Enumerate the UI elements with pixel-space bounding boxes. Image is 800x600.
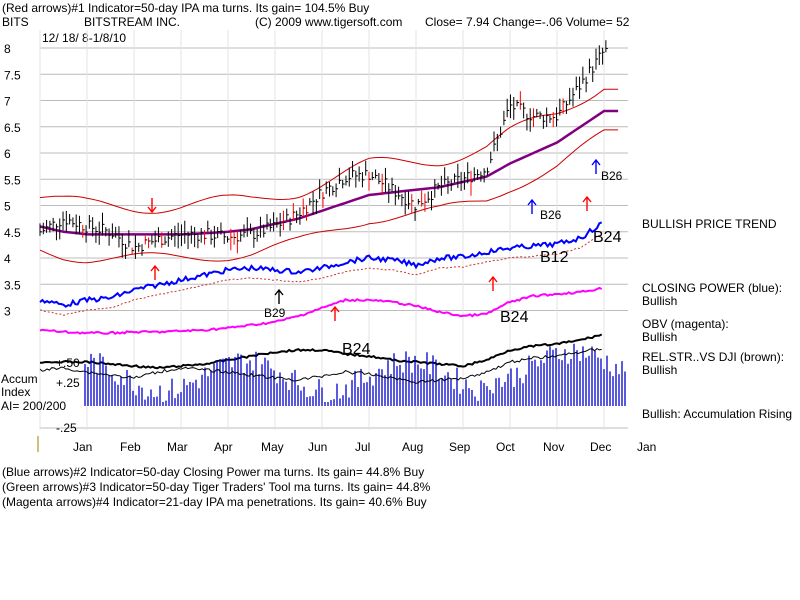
obv-line	[39, 286, 603, 336]
closing-power-status: Bullish	[642, 294, 677, 308]
price-tick-label: 8	[4, 42, 11, 56]
price-tick-label: 7	[4, 95, 11, 109]
sell-arrow-red	[147, 198, 157, 214]
price-tick-label: 4	[4, 252, 11, 266]
buy-arrow-blue	[527, 198, 537, 214]
signal-label-b12: B12	[540, 249, 569, 266]
arrow-shape	[582, 195, 592, 211]
month-label: Sep	[449, 440, 471, 454]
ai-score: AI= 200/200	[1, 399, 66, 413]
signal-label-b24: B24	[342, 341, 371, 358]
month-label: Jan	[73, 440, 92, 454]
arrow-shape	[150, 264, 160, 280]
price-tick-label: 5	[4, 200, 11, 214]
footer-line-2: (Green arrows)#3 Indicator=50-day Tiger …	[2, 480, 431, 494]
month-label: Aug	[402, 440, 423, 454]
date-range: 12/ 18/ 8-1/8/10	[42, 31, 126, 45]
lower-band	[39, 129, 619, 264]
buy-arrow-red	[150, 264, 160, 280]
arrow-shape	[330, 305, 340, 321]
month-label: Jan	[637, 440, 656, 454]
accum-tick-label: +.25	[56, 376, 80, 390]
accum-tick-label: -.25	[56, 421, 77, 435]
price-tick-label: 5.5	[4, 173, 21, 187]
price-tick-label: 6.5	[4, 121, 21, 135]
month-label: Jun	[308, 440, 327, 454]
relstr-label: REL.STR..VS DJI (brown):	[642, 350, 784, 364]
month-label: Jul	[355, 440, 370, 454]
arrow-shape	[274, 288, 284, 304]
arrow-shape	[147, 198, 157, 214]
month-label: Oct	[496, 440, 515, 454]
price-tick-label: 7.5	[4, 68, 21, 82]
closing-power-ma	[39, 233, 603, 316]
signal-label-b24: B24	[500, 309, 529, 326]
price-tick-label: 3	[4, 305, 11, 319]
signal-label-b26: B26	[540, 208, 562, 222]
closing-power-line	[39, 221, 603, 308]
arrow-shape	[527, 198, 537, 214]
upper-band	[39, 88, 619, 214]
month-label: Feb	[120, 440, 141, 454]
header-indicator-1: (Red arrows)#1 Indicator=50-day IPA ma t…	[2, 1, 369, 15]
company-name: BITSTREAM INC.	[84, 15, 180, 29]
bullish-trend-label: BULLISH PRICE TREND	[642, 217, 777, 231]
buy-arrow-red	[582, 195, 592, 211]
buy-arrow-black	[274, 288, 284, 304]
relstr-line	[39, 333, 603, 370]
price-tick-label: 6	[4, 147, 11, 161]
accum-tick-label: +.50	[56, 356, 80, 370]
arrow-shape	[591, 158, 601, 174]
accum-ma	[39, 347, 602, 384]
accum-histogram	[84, 343, 626, 406]
buy-arrow-red	[488, 275, 498, 291]
month-label: Apr	[214, 440, 233, 454]
signal-label-b24: B24	[593, 229, 622, 246]
signal-label-b29: B29	[264, 306, 286, 320]
ma50-line	[39, 109, 619, 236]
month-label: Nov	[543, 440, 564, 454]
footer-line-3: (Magenta arrows)#4 Indicator=21-day IPA …	[2, 495, 427, 509]
signal-label-b26: B26	[601, 169, 623, 183]
accum-index-label: Accum	[1, 372, 38, 386]
footer-line-1: (Blue arrows)#2 Indicator=50-day Closing…	[2, 465, 425, 479]
relstr-status: Bullish	[642, 363, 677, 377]
copyright: (C) 2009 www.tigersoft.com	[255, 15, 402, 29]
buy-arrow-red	[330, 305, 340, 321]
month-label: May	[261, 440, 284, 454]
close-change-volume: Close= 7.94 Change=-.06 Volume= 52	[425, 15, 630, 29]
month-label: Mar	[167, 440, 188, 454]
month-label: Dec	[590, 440, 611, 454]
price-bars	[39, 40, 608, 259]
accum-index-label: Index	[1, 385, 30, 399]
accum-status: Bullish: Accumulation Rising	[642, 407, 792, 421]
closing-power-label: CLOSING POWER (blue):	[642, 281, 782, 295]
obv-label: OBV (magenta):	[642, 317, 729, 331]
buy-arrow-blue	[591, 158, 601, 174]
obv-status: Bullish	[642, 330, 677, 344]
arrow-shape	[488, 275, 498, 291]
price-tick-label: 4.5	[4, 226, 21, 240]
ticker-symbol: BITS	[2, 15, 29, 29]
price-tick-label: 3.5	[4, 278, 21, 292]
